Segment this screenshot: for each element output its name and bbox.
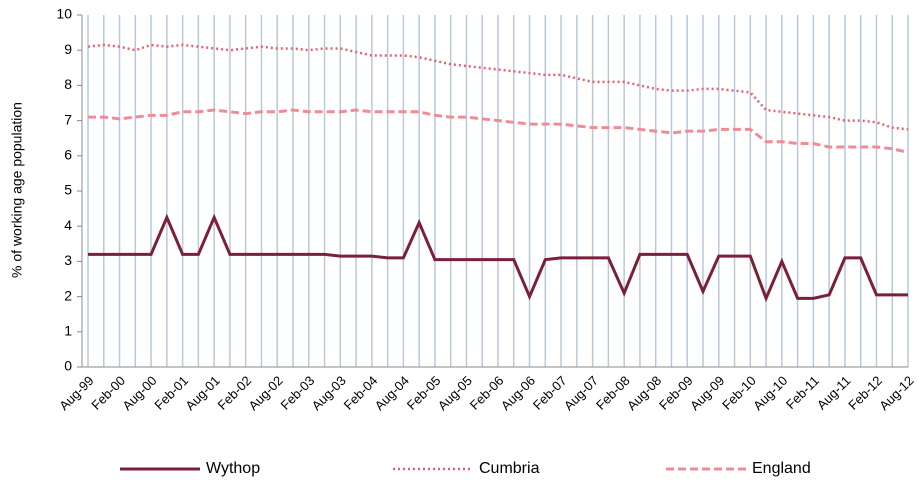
x-tick-label: Aug-12: [876, 373, 916, 413]
series-line: [88, 213, 908, 303]
x-tick-label: Aug-01: [182, 373, 222, 413]
legend-label: England: [752, 460, 811, 477]
y-tick-label: 10: [56, 6, 72, 22]
x-tick-label: Aug-06: [498, 373, 538, 413]
y-tick-label: 6: [64, 147, 72, 163]
x-tick-label: Aug-09: [687, 373, 727, 413]
y-tick-label: 1: [64, 323, 72, 339]
x-tick-label: Aug-05: [435, 373, 475, 413]
y-axis-label: % of working age population: [9, 102, 25, 278]
y-tick-label: 5: [64, 182, 72, 198]
y-tick-label: 3: [64, 252, 72, 268]
y-tick-label: 8: [64, 76, 72, 92]
legend-label: Cumbria: [479, 460, 540, 477]
series-line: [88, 108, 909, 154]
x-tick-label: Aug-02: [246, 373, 286, 413]
x-tick-label: Aug-00: [119, 373, 159, 413]
x-tick-label: Aug-03: [309, 373, 349, 413]
x-tick-label: Feb-11: [783, 373, 822, 412]
y-tick-label: 2: [64, 287, 72, 303]
x-tick-label: Aug-99: [56, 373, 96, 413]
y-tick-label: 9: [64, 41, 72, 57]
y-tick-label: 7: [64, 111, 72, 127]
x-tick-label: Aug-11: [814, 373, 854, 413]
y-tick-label: 4: [64, 217, 72, 233]
x-tick-label: Aug-07: [561, 373, 601, 413]
y-tick-label: 0: [64, 358, 72, 374]
x-tick-label: Aug-10: [750, 373, 790, 413]
legend-label: Wythop: [206, 460, 260, 477]
x-tick-label: Aug-04: [372, 373, 412, 413]
x-tick-label: Aug-08: [624, 373, 664, 413]
